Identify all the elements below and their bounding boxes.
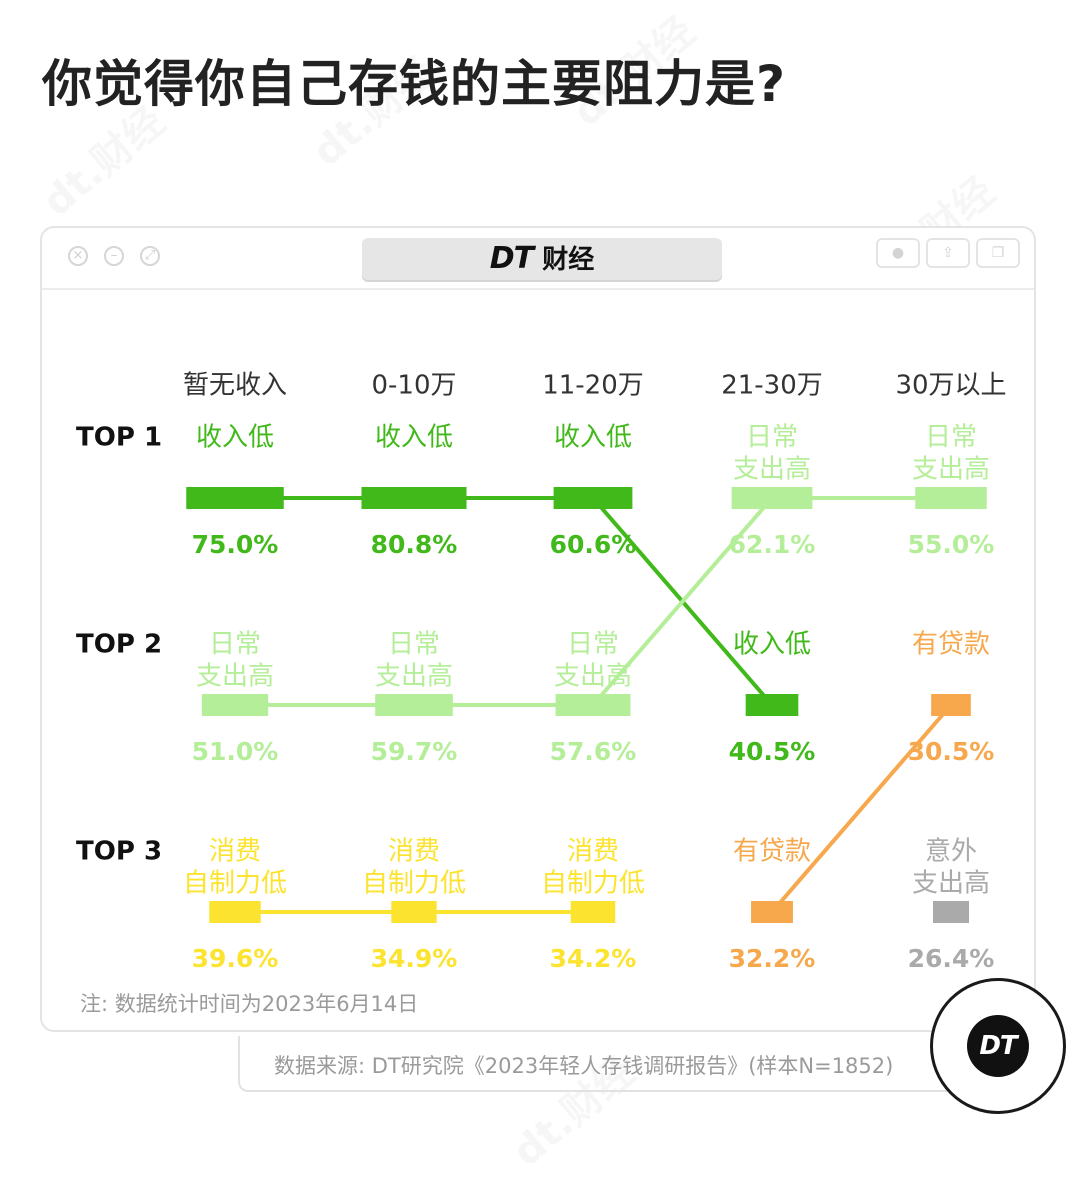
category-label: 收入低 <box>733 630 811 660</box>
bar <box>553 487 633 509</box>
bar <box>186 487 284 509</box>
bar <box>361 487 467 509</box>
maximize-icon[interactable]: ⤢ <box>140 246 160 266</box>
category-label: 收入低 <box>196 423 274 453</box>
category-label: 消费 <box>388 837 440 867</box>
category-label: 支出高 <box>375 662 453 692</box>
column-header: 0-10万 <box>371 371 456 401</box>
category-label: 自制力低 <box>183 869 287 899</box>
bar <box>391 901 437 923</box>
bar <box>570 901 616 923</box>
close-icon[interactable]: × <box>68 246 88 266</box>
value-label: 32.2% <box>729 944 816 973</box>
copy-icon[interactable]: ❐ <box>976 238 1020 268</box>
dt-logo-text: DT <box>967 1015 1029 1077</box>
category-label: 意外 <box>925 837 977 867</box>
rank-chart: 暂无收入 0-10万 11-20万 21-30万 30万以上 TOP 1 TOP 2 TOP … <box>76 371 1007 974</box>
minimize-icon[interactable]: – <box>104 246 124 266</box>
bar <box>751 901 793 923</box>
value-label: 80.8% <box>371 530 458 559</box>
category-label: 支出高 <box>196 662 274 692</box>
value-label: 55.0% <box>908 530 995 559</box>
bar <box>731 487 813 509</box>
category-label: 支出高 <box>912 455 990 485</box>
bar <box>915 487 987 509</box>
value-label: 40.5% <box>729 737 816 766</box>
value-label: 26.4% <box>908 944 995 973</box>
bar <box>209 901 261 923</box>
category-label: 自制力低 <box>362 869 466 899</box>
bar <box>933 901 969 923</box>
value-label: 59.7% <box>371 737 458 766</box>
category-label: 日常 <box>746 423 798 453</box>
category-label: 有贷款 <box>912 630 990 660</box>
column-header: 30万以上 <box>895 371 1006 401</box>
data-source: 数据来源: DT研究院《2023年轻人存钱调研报告》(样本N=1852) <box>274 1054 894 1078</box>
category-label: 支出高 <box>733 455 811 485</box>
category-label: 消费 <box>567 837 619 867</box>
bar <box>201 694 269 716</box>
bar <box>931 694 971 716</box>
record-icon[interactable]: ● <box>876 238 920 268</box>
brand-dt: DT <box>489 241 534 276</box>
value-label: 57.6% <box>550 737 637 766</box>
connector-line <box>591 496 774 707</box>
browser-window: × – ⤢ DT 财经 ● ⇪ ❐ <box>40 226 1036 1032</box>
bar <box>375 694 453 716</box>
category-label: 收入低 <box>554 423 632 453</box>
value-label: 75.0% <box>192 530 279 559</box>
category-label: 日常 <box>567 630 619 660</box>
value-label: 30.5% <box>908 737 995 766</box>
column-header: 21-30万 <box>721 371 823 401</box>
category-label: 自制力低 <box>541 869 645 899</box>
category-label: 有贷款 <box>733 837 811 867</box>
category-label: 日常 <box>925 423 977 453</box>
column-header: 暂无收入 <box>183 371 287 401</box>
bar <box>555 694 631 716</box>
value-label: 34.2% <box>550 944 637 973</box>
dt-logo: DT <box>930 978 1066 1114</box>
data-note: 注: 数据统计时间为2023年6月14日 <box>80 992 419 1016</box>
category-label: 日常 <box>209 630 261 660</box>
page-title: 你觉得你自己存钱的主要阻力是? <box>42 55 787 113</box>
rank-label: TOP 2 <box>76 630 162 660</box>
category-label: 收入低 <box>375 423 453 453</box>
bar <box>745 694 799 716</box>
value-label: 39.6% <box>192 944 279 973</box>
rank-label: TOP 3 <box>76 837 162 867</box>
value-label: 51.0% <box>192 737 279 766</box>
category-label: 支出高 <box>554 662 632 692</box>
brand-name: 财经 <box>542 245 595 275</box>
share-icon[interactable]: ⇪ <box>926 238 970 268</box>
value-label: 62.1% <box>729 530 816 559</box>
column-header: 11-20万 <box>542 371 644 401</box>
brand-bar: DT 财经 <box>362 238 722 280</box>
category-label: 支出高 <box>912 869 990 899</box>
value-label: 34.9% <box>371 944 458 973</box>
rank-label: TOP 1 <box>76 423 162 453</box>
value-label: 60.6% <box>550 530 637 559</box>
window-title-bar: × – ⤢ DT 财经 ● ⇪ ❐ <box>42 228 1034 290</box>
connector-line <box>770 703 953 914</box>
category-label: 消费 <box>209 837 261 867</box>
category-label: 日常 <box>388 630 440 660</box>
